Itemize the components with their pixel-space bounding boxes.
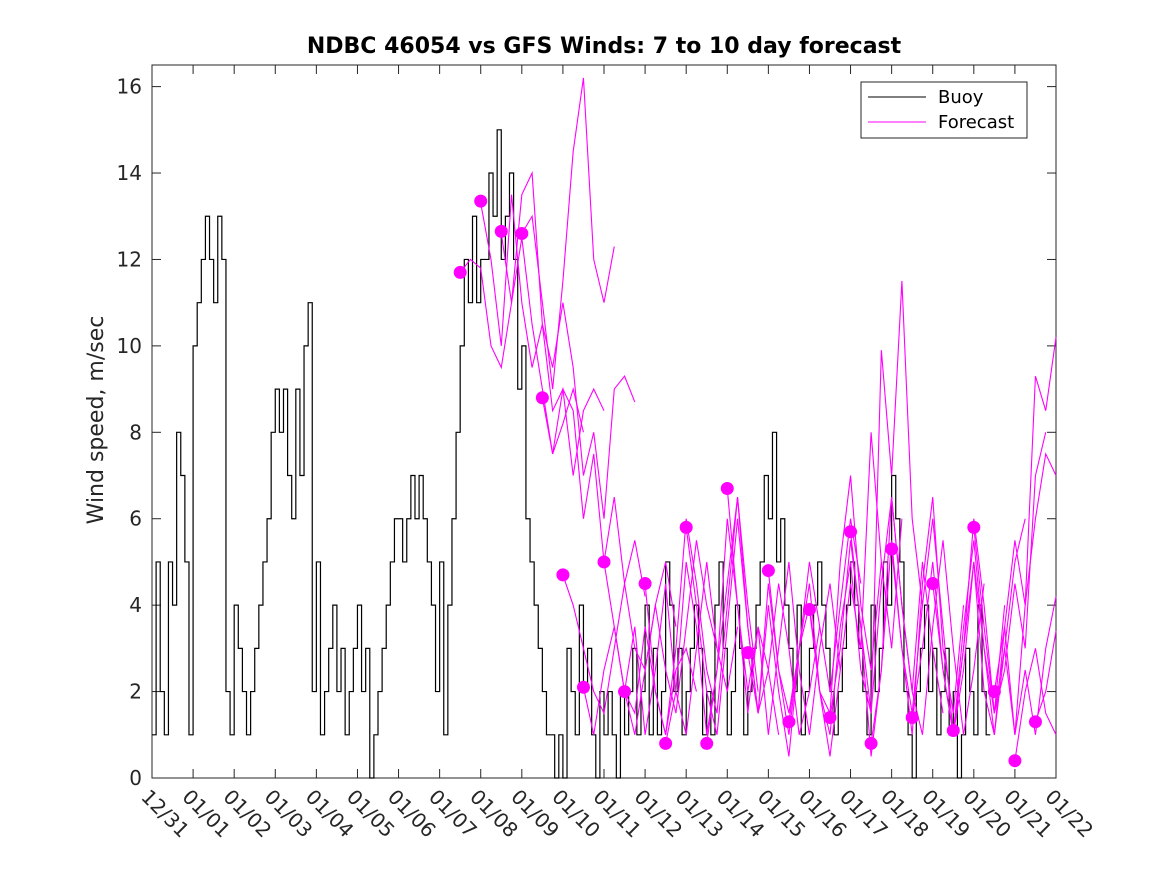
forecast-marker [494, 224, 508, 238]
forecast-marker [597, 555, 611, 569]
legend: Buoy Forecast [860, 81, 1028, 139]
forecast-marker [535, 391, 549, 405]
y-axis-ticks: 0 2 4 6 8 10 12 14 16 [117, 75, 1056, 790]
forecast-marker [556, 568, 570, 582]
y-tick-label: 16 [117, 75, 142, 99]
forecast-line-3 [521, 77, 615, 390]
forecast-line-12 [706, 497, 821, 744]
forecast-marker [474, 194, 488, 208]
forecast-marker [823, 711, 837, 725]
forecast-line-19 [850, 497, 965, 757]
forecast-marker [967, 520, 981, 534]
forecast-marker [515, 227, 529, 241]
y-tick-label: 4 [129, 593, 142, 617]
forecast-marker [987, 685, 1001, 699]
y-tick-label: 0 [129, 766, 142, 790]
forecast-marker [618, 685, 632, 699]
chart-title: NDBC 46054 vs GFS Winds: 7 to 10 day for… [307, 34, 902, 59]
forecast-marker [761, 564, 775, 578]
forecast-marker [844, 525, 858, 539]
y-tick-label: 8 [129, 420, 142, 444]
forecast-line-2 [500, 170, 636, 519]
forecast-line-27 [1014, 648, 1057, 761]
legend-buoy-label: Buoy [938, 87, 984, 108]
y-tick-label: 6 [129, 507, 142, 531]
forecast-marker [576, 680, 590, 694]
forecast-line-4 [541, 387, 646, 597]
forecast-marker [905, 711, 919, 725]
y-tick-label: 14 [117, 161, 142, 185]
forecast-line-11 [685, 518, 800, 735]
forecast-marker [453, 265, 467, 279]
forecast-marker [946, 723, 960, 737]
forecast-marker [720, 481, 734, 495]
forecast-line-28 [1034, 630, 1057, 722]
forecast-marker [659, 736, 673, 750]
y-tick-label: 12 [117, 247, 142, 271]
y-tick-label: 10 [117, 334, 142, 358]
forecast-marker [864, 736, 878, 750]
forecast-marker [700, 736, 714, 750]
forecast-marker [1028, 715, 1042, 729]
forecast-marker [885, 542, 899, 556]
legend-forecast-label: Forecast [938, 112, 1014, 133]
forecast-markers-layer [453, 194, 1042, 768]
y-tick-label: 2 [129, 680, 142, 704]
plot-frame [151, 64, 1057, 779]
legend-box [860, 81, 1028, 139]
buoy-line [152, 129, 991, 779]
forecast-marker [782, 715, 796, 729]
forecast-line-23 [932, 432, 1047, 735]
forecast-marker [926, 577, 940, 591]
forecast-line-10 [665, 518, 780, 744]
forecast-marker [1008, 754, 1022, 768]
forecast-line-18 [829, 497, 944, 718]
forecast-line-7 [603, 540, 718, 735]
forecast-marker [802, 602, 816, 616]
forecast-marker [741, 646, 755, 660]
y-axis-label: Wind speed, m/sec [84, 316, 109, 525]
forecast-line-20 [870, 497, 985, 744]
forecast-line-14 [747, 518, 862, 757]
forecast-line-5 [562, 561, 677, 716]
forecast-marker [638, 577, 652, 591]
forecast-line-26 [993, 596, 1057, 735]
buoy-series-layer [152, 129, 991, 779]
forecast-marker [679, 520, 693, 534]
